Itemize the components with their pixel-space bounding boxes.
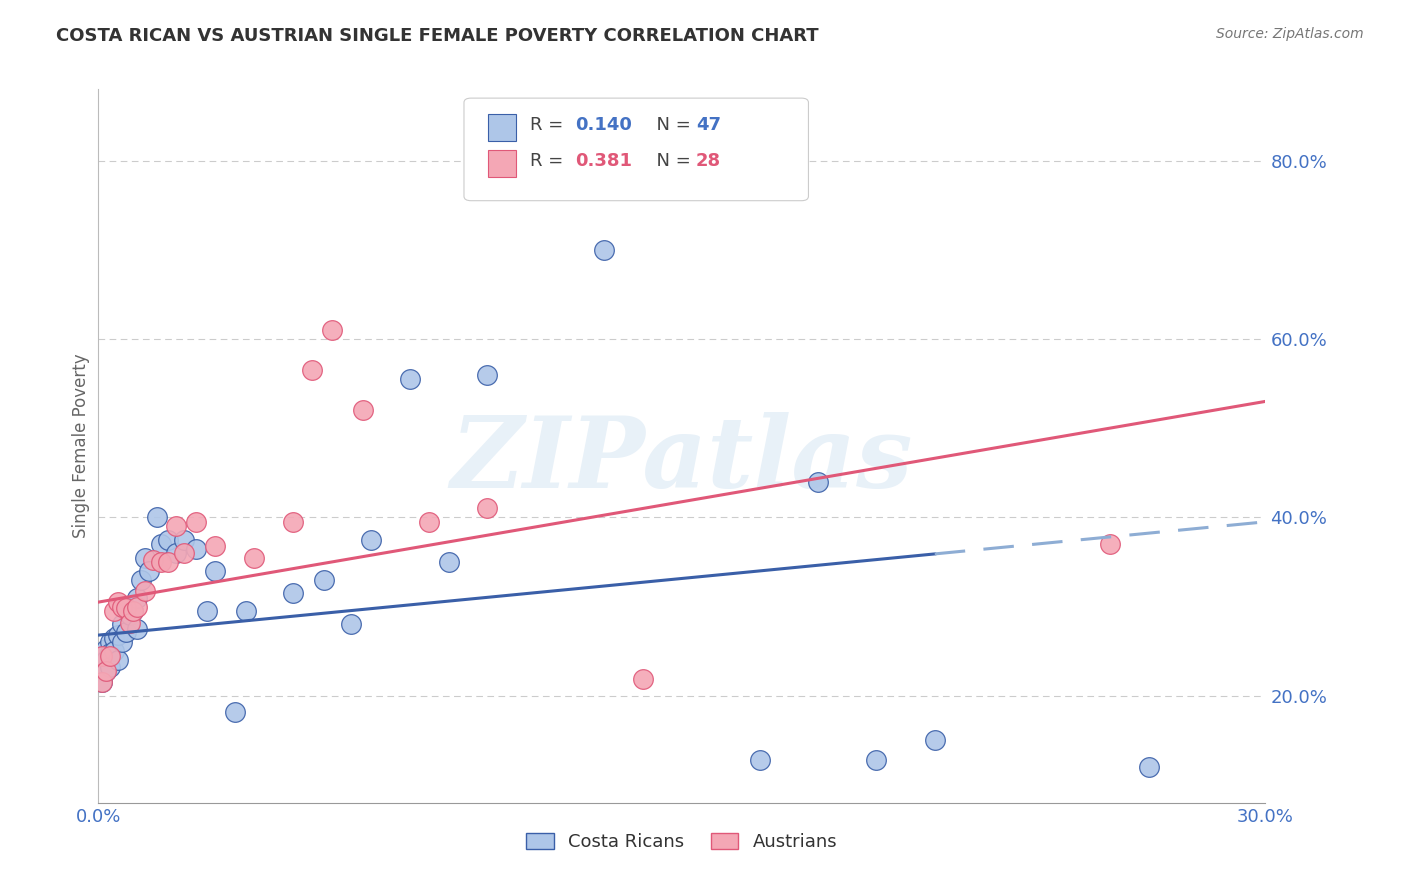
Costa Ricans xyxy=(924,733,946,747)
Costa Ricans xyxy=(235,604,257,618)
Costa Ricans xyxy=(146,510,169,524)
Costa Ricans xyxy=(360,533,382,547)
Text: COSTA RICAN VS AUSTRIAN SINGLE FEMALE POVERTY CORRELATION CHART: COSTA RICAN VS AUSTRIAN SINGLE FEMALE PO… xyxy=(56,27,818,45)
Austrians xyxy=(243,550,266,565)
Costa Ricans xyxy=(312,573,335,587)
Text: N =: N = xyxy=(645,152,697,169)
Austrians xyxy=(91,675,114,690)
Austrians xyxy=(631,672,654,686)
Costa Ricans xyxy=(98,660,121,674)
Costa Ricans xyxy=(149,537,172,551)
Costa Ricans xyxy=(111,635,134,649)
Costa Ricans xyxy=(165,546,187,560)
Costa Ricans xyxy=(195,604,218,618)
Costa Ricans xyxy=(340,617,363,632)
Costa Ricans xyxy=(91,648,114,663)
Austrians xyxy=(184,515,207,529)
Costa Ricans xyxy=(593,243,616,257)
Costa Ricans xyxy=(103,644,125,658)
Legend: Costa Ricans, Austrians: Costa Ricans, Austrians xyxy=(519,825,845,858)
Costa Ricans xyxy=(96,664,118,678)
Austrians xyxy=(418,515,440,529)
Austrians xyxy=(134,583,156,598)
Text: 0.140: 0.140 xyxy=(575,116,631,134)
Austrians xyxy=(321,323,343,337)
Costa Ricans xyxy=(865,753,887,767)
Austrians xyxy=(142,553,165,567)
Austrians xyxy=(114,601,136,615)
Austrians xyxy=(352,403,374,417)
Costa Ricans xyxy=(224,705,246,719)
Austrians xyxy=(173,546,195,560)
Costa Ricans xyxy=(91,664,114,678)
Text: ZIPatlas: ZIPatlas xyxy=(451,412,912,508)
Costa Ricans xyxy=(98,646,121,660)
Austrians xyxy=(91,648,114,663)
Text: N =: N = xyxy=(645,116,697,134)
Costa Ricans xyxy=(96,653,118,667)
Costa Ricans xyxy=(127,591,149,605)
Austrians xyxy=(1098,537,1121,551)
Costa Ricans xyxy=(281,586,304,600)
Costa Ricans xyxy=(103,631,125,645)
Austrians xyxy=(204,539,226,553)
Austrians xyxy=(281,515,304,529)
Austrians xyxy=(157,555,180,569)
Austrians xyxy=(111,599,134,614)
Costa Ricans xyxy=(114,624,136,639)
Costa Ricans xyxy=(107,653,129,667)
Costa Ricans xyxy=(157,533,180,547)
Costa Ricans xyxy=(91,675,114,690)
Costa Ricans xyxy=(111,617,134,632)
Costa Ricans xyxy=(138,564,160,578)
Costa Ricans xyxy=(204,564,226,578)
Costa Ricans xyxy=(118,608,141,623)
Text: 47: 47 xyxy=(696,116,721,134)
Costa Ricans xyxy=(807,475,830,489)
Costa Ricans xyxy=(184,541,207,556)
Text: Source: ZipAtlas.com: Source: ZipAtlas.com xyxy=(1216,27,1364,41)
Austrians xyxy=(118,615,141,630)
Costa Ricans xyxy=(96,642,118,657)
Costa Ricans xyxy=(477,368,499,382)
Costa Ricans xyxy=(398,372,420,386)
Austrians xyxy=(122,604,145,618)
Austrians xyxy=(103,604,125,618)
Costa Ricans xyxy=(129,573,152,587)
Costa Ricans xyxy=(748,753,770,767)
Costa Ricans xyxy=(173,533,195,547)
Text: R =: R = xyxy=(530,116,569,134)
Text: 28: 28 xyxy=(696,152,721,169)
Text: 0.381: 0.381 xyxy=(575,152,633,169)
Text: R =: R = xyxy=(530,152,569,169)
Costa Ricans xyxy=(1137,760,1160,774)
Y-axis label: Single Female Poverty: Single Female Poverty xyxy=(72,354,90,538)
Costa Ricans xyxy=(107,628,129,642)
Austrians xyxy=(301,363,323,377)
Austrians xyxy=(165,519,187,533)
Costa Ricans xyxy=(122,604,145,618)
Costa Ricans xyxy=(114,599,136,614)
Austrians xyxy=(96,664,118,678)
Costa Ricans xyxy=(127,622,149,636)
Costa Ricans xyxy=(437,555,460,569)
Costa Ricans xyxy=(134,550,156,565)
Austrians xyxy=(149,555,172,569)
Austrians xyxy=(98,648,121,663)
Austrians xyxy=(477,501,499,516)
Austrians xyxy=(107,595,129,609)
Costa Ricans xyxy=(98,635,121,649)
Austrians xyxy=(127,599,149,614)
